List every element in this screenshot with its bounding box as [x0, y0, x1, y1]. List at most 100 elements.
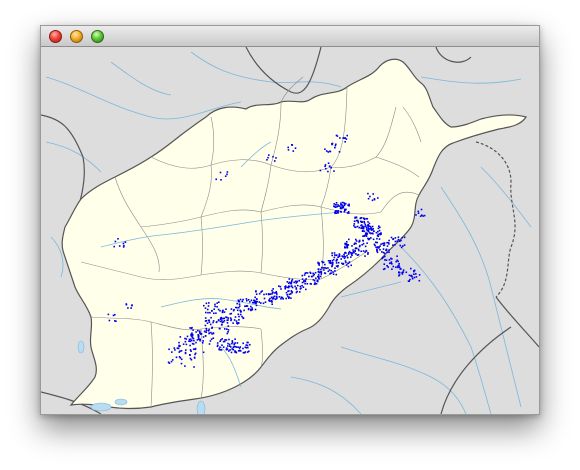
incident-marker	[327, 170, 329, 173]
incident-marker	[189, 349, 192, 351]
incident-marker	[415, 276, 418, 278]
incident-marker	[281, 296, 284, 299]
incident-marker	[305, 288, 307, 291]
incident-marker	[382, 251, 385, 254]
incident-marker	[179, 345, 181, 347]
incident-marker	[210, 316, 212, 319]
incident-marker	[329, 261, 332, 263]
incident-marker	[345, 138, 348, 140]
incident-marker	[226, 332, 229, 335]
incident-marker	[392, 265, 395, 268]
incident-marker	[243, 309, 245, 312]
close-button[interactable]	[49, 30, 62, 43]
lake	[196, 400, 206, 414]
incident-marker	[250, 299, 253, 302]
incident-marker	[295, 291, 298, 294]
incident-marker	[325, 167, 327, 170]
incident-marker	[298, 280, 300, 282]
incident-marker	[237, 313, 240, 316]
incident-marker	[358, 241, 360, 243]
incident-marker	[292, 150, 295, 152]
incident-marker	[394, 240, 397, 243]
incident-marker	[221, 318, 223, 320]
incident-marker	[271, 298, 274, 300]
incident-marker	[423, 214, 426, 217]
incident-marker	[236, 309, 239, 312]
border-line	[245, 47, 322, 94]
incident-marker	[375, 246, 377, 249]
incident-marker	[366, 218, 369, 220]
incident-marker	[250, 308, 252, 311]
incident-marker	[178, 345, 180, 348]
incident-marker	[290, 291, 293, 293]
incident-marker	[112, 314, 115, 317]
incident-marker	[353, 243, 356, 245]
incident-marker	[114, 320, 116, 322]
incident-marker	[420, 208, 423, 211]
border-line	[41, 391, 102, 414]
incident-marker	[258, 292, 261, 295]
incident-marker	[334, 270, 336, 272]
app-window	[40, 25, 540, 415]
incident-marker	[343, 255, 346, 258]
minimize-button[interactable]	[70, 30, 83, 43]
incident-marker	[290, 290, 293, 292]
incident-marker	[322, 267, 325, 269]
incident-marker	[401, 236, 403, 239]
incident-marker	[238, 319, 240, 321]
incident-marker	[318, 278, 320, 280]
incident-marker	[353, 224, 355, 227]
incident-marker	[365, 217, 368, 220]
province-line	[210, 116, 215, 166]
incident-marker	[260, 302, 262, 304]
incident-marker	[329, 165, 331, 168]
incident-marker	[244, 305, 246, 308]
incident-marker	[266, 159, 268, 161]
incident-marker	[271, 293, 273, 295]
incident-marker	[212, 321, 214, 324]
map-view[interactable]	[41, 47, 539, 414]
incident-marker	[348, 203, 350, 206]
incident-marker	[308, 275, 310, 278]
incident-marker	[398, 274, 401, 276]
incident-marker	[370, 227, 372, 229]
incident-marker	[230, 319, 232, 322]
incident-marker	[362, 235, 364, 237]
incident-marker	[331, 254, 333, 257]
afghanistan-map[interactable]	[41, 47, 539, 414]
incident-marker	[291, 286, 294, 289]
incident-marker	[214, 305, 216, 308]
incident-marker	[230, 318, 233, 321]
incident-marker	[340, 258, 342, 260]
incident-marker	[114, 313, 116, 316]
incident-marker	[302, 286, 305, 288]
incident-marker	[312, 279, 315, 281]
incident-marker	[371, 225, 374, 228]
incident-marker	[231, 341, 234, 344]
incident-marker	[377, 233, 379, 236]
incident-marker	[208, 319, 210, 322]
incident-marker	[335, 203, 337, 206]
incident-marker	[274, 160, 276, 162]
incident-marker	[369, 195, 371, 198]
incident-marker	[360, 217, 362, 219]
incident-marker	[204, 317, 207, 319]
incident-marker	[204, 320, 207, 322]
incident-marker	[219, 340, 221, 343]
incident-marker	[222, 317, 225, 320]
incident-marker	[234, 351, 237, 353]
incident-marker	[321, 261, 324, 264]
river	[420, 76, 522, 84]
incident-marker	[256, 298, 258, 300]
incident-marker	[125, 303, 128, 305]
incident-marker	[369, 226, 372, 228]
incident-marker	[407, 280, 410, 282]
incident-marker	[296, 280, 298, 283]
incident-marker	[304, 272, 306, 275]
river	[190, 51, 342, 88]
incident-marker	[332, 273, 335, 275]
window-titlebar[interactable]	[41, 26, 539, 47]
incident-marker	[226, 173, 228, 176]
zoom-button[interactable]	[91, 30, 104, 43]
incident-marker	[191, 337, 194, 339]
